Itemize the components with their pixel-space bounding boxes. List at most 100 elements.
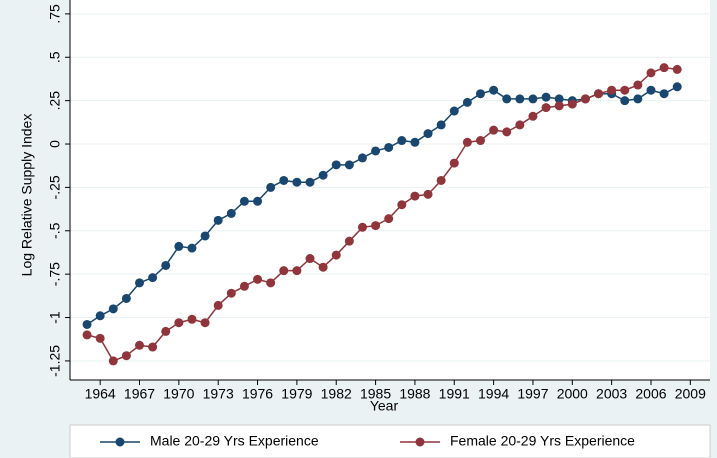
y-tick-label: 0: [47, 140, 63, 148]
point: [672, 82, 682, 92]
point: [121, 293, 131, 303]
point: [384, 214, 394, 224]
point: [226, 288, 236, 298]
point: [397, 200, 407, 210]
x-tick-label: 2003: [596, 386, 627, 402]
point: [502, 94, 512, 104]
x-tick-label: 1988: [399, 386, 430, 402]
point: [633, 94, 643, 104]
point: [344, 160, 354, 170]
point: [659, 89, 669, 99]
point: [633, 80, 643, 90]
point: [515, 120, 525, 130]
x-tick-label: 1979: [281, 386, 312, 402]
x-tick-label: 2009: [675, 386, 706, 402]
point: [108, 304, 118, 314]
point: [475, 136, 485, 146]
point: [449, 106, 459, 116]
point: [515, 94, 525, 104]
point: [318, 170, 328, 180]
x-tick-label: 1982: [321, 386, 352, 402]
x-tick-label: 1997: [517, 386, 548, 402]
point: [279, 175, 289, 185]
point: [357, 222, 367, 232]
point: [462, 97, 472, 107]
legend: [69, 424, 711, 458]
y-tick-label: -1.25: [47, 345, 63, 377]
legend-label: Female 20-29 Yrs Experience: [450, 433, 635, 449]
point: [462, 137, 472, 147]
point: [135, 340, 145, 350]
point: [410, 191, 420, 201]
point: [266, 182, 276, 192]
legend-marker: [115, 437, 125, 447]
point: [410, 137, 420, 147]
point: [344, 236, 354, 246]
x-tick-label: 2006: [635, 386, 666, 402]
x-tick-label: 1967: [124, 386, 155, 402]
point: [121, 351, 131, 361]
point: [200, 231, 210, 241]
point: [292, 266, 302, 276]
point: [672, 64, 682, 74]
point: [554, 101, 564, 111]
point: [423, 189, 433, 199]
point: [554, 94, 564, 104]
point: [541, 92, 551, 102]
point: [607, 85, 617, 95]
point: [357, 153, 367, 163]
point: [213, 215, 223, 225]
point: [82, 319, 92, 329]
point: [253, 196, 263, 206]
point: [502, 127, 512, 137]
y-tick-label: -.25: [47, 175, 63, 199]
y-axis-title: Log Relative Supply Index: [19, 114, 35, 277]
point: [266, 278, 276, 288]
point: [200, 318, 210, 328]
point: [646, 85, 656, 95]
point: [331, 160, 341, 170]
plot-area: [70, 0, 710, 380]
point: [449, 158, 459, 168]
point: [580, 94, 590, 104]
point: [213, 300, 223, 310]
point: [567, 99, 577, 109]
point: [436, 120, 446, 130]
point: [108, 356, 118, 366]
point: [646, 68, 656, 78]
point: [436, 175, 446, 185]
y-tick-label: -.75: [47, 262, 63, 286]
legend-marker: [415, 437, 425, 447]
y-tick-label: .75: [47, 4, 63, 24]
point: [174, 241, 184, 251]
point: [528, 94, 538, 104]
x-tick-label: 1991: [439, 386, 470, 402]
point: [541, 103, 551, 113]
point: [239, 281, 249, 291]
x-tick-label: 1994: [478, 386, 509, 402]
point: [318, 262, 328, 272]
point: [475, 89, 485, 99]
point: [371, 221, 381, 231]
point: [489, 85, 499, 95]
x-tick-label: 1970: [163, 386, 194, 402]
y-tick-label: .25: [47, 91, 63, 111]
point: [253, 274, 263, 284]
point: [397, 136, 407, 146]
point: [174, 318, 184, 328]
point: [659, 63, 669, 73]
point: [148, 342, 158, 352]
point: [528, 111, 538, 121]
x-tick-label: 1973: [203, 386, 234, 402]
point: [82, 330, 92, 340]
point: [187, 314, 197, 324]
point: [384, 142, 394, 152]
point: [489, 125, 499, 135]
series-line: [86, 86, 678, 326]
point: [423, 129, 433, 139]
point: [161, 260, 171, 270]
point: [371, 146, 381, 156]
point: [279, 266, 289, 276]
point: [226, 208, 236, 218]
point: [187, 243, 197, 253]
